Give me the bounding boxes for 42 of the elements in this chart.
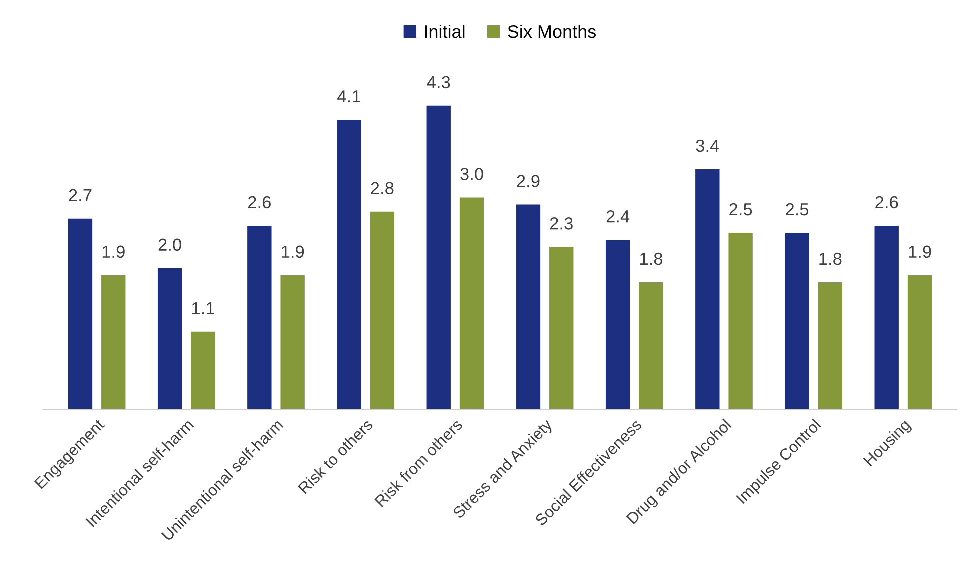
legend-label: Initial [425,24,465,38]
bar [370,212,395,410]
data-label: 2.3 [550,218,573,230]
bar [785,233,810,410]
data-label: 1.8 [820,252,842,266]
bar [728,233,753,410]
data-label: 4.1 [338,90,360,103]
bar [639,282,664,410]
data-label: 3.0 [460,168,484,180]
bar [550,247,574,410]
data-label: 2.4 [606,210,630,223]
bar [516,204,541,410]
bar [68,218,93,410]
data-label: 1.9 [282,246,304,258]
bar [606,240,630,410]
data-label: 2.6 [876,196,898,209]
data-label: 1.1 [192,302,214,314]
bar [102,275,126,410]
bar [908,275,932,410]
bar [280,275,305,410]
data-label: 1.9 [909,246,932,258]
legend-label: Six Months [508,24,596,38]
bar [337,120,362,410]
bar [818,282,843,410]
bar [874,226,899,410]
bar [460,198,484,410]
data-label: 2.5 [730,203,752,216]
data-label: 1.9 [102,246,125,258]
bar [426,106,451,410]
data-label: 1.8 [640,252,663,266]
data-label: 2.7 [69,189,92,202]
data-label: 2.5 [786,203,809,216]
bar [158,268,182,410]
data-label: 2.6 [248,196,271,209]
data-label: 2.9 [517,175,540,188]
data-label: 3.4 [696,140,720,152]
bar [191,332,216,410]
bar [248,226,272,410]
data-label: 2.0 [158,238,182,252]
bar [696,169,720,410]
data-label: 4.3 [427,76,450,89]
data-label: 2.8 [371,182,394,195]
